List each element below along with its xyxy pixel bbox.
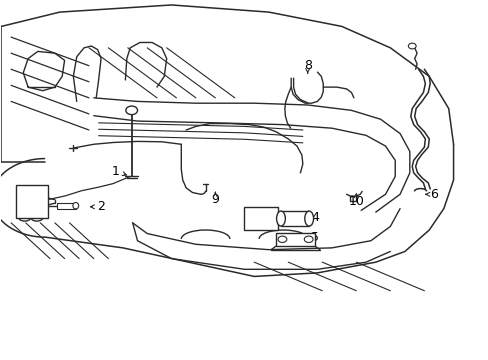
FancyBboxPatch shape	[281, 211, 308, 226]
Text: 9: 9	[211, 193, 219, 206]
Circle shape	[304, 236, 312, 243]
FancyBboxPatch shape	[57, 203, 76, 208]
Text: 10: 10	[347, 195, 364, 208]
Text: 1: 1	[111, 165, 120, 177]
Text: 6: 6	[429, 188, 437, 201]
Text: 2: 2	[97, 200, 105, 213]
FancyBboxPatch shape	[276, 233, 314, 246]
Ellipse shape	[304, 211, 313, 226]
Circle shape	[407, 43, 415, 49]
Circle shape	[125, 106, 137, 114]
Ellipse shape	[73, 203, 79, 209]
FancyBboxPatch shape	[244, 207, 277, 230]
Text: 5: 5	[310, 231, 318, 244]
FancyBboxPatch shape	[16, 185, 47, 217]
Circle shape	[278, 236, 286, 243]
Ellipse shape	[276, 211, 285, 226]
Text: 8: 8	[303, 59, 311, 72]
Text: 7: 7	[271, 218, 280, 231]
Text: 4: 4	[310, 211, 318, 224]
Text: 3: 3	[24, 193, 32, 206]
